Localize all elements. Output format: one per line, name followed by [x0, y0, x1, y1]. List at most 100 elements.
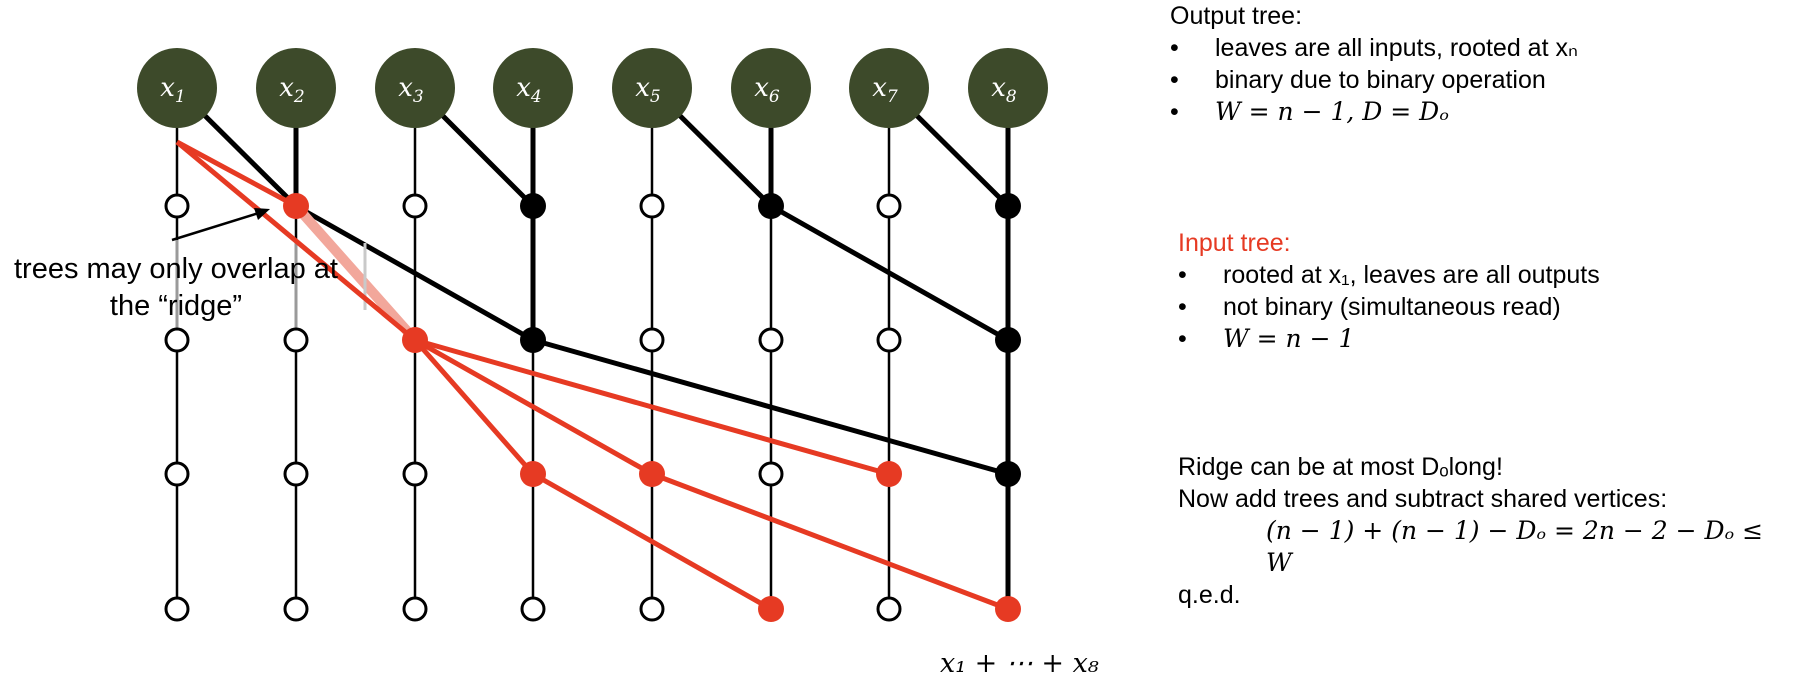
- input-bullet: • rooted at x₁, leaves are all outputs: [1178, 261, 1600, 289]
- input-node-subscript: 1: [175, 87, 186, 107]
- arrow-shaft: [171, 210, 263, 242]
- empty-node: [283, 461, 309, 487]
- output-tree-edge: [294, 203, 535, 343]
- input-node-circle: [731, 48, 811, 128]
- input-tree-edge: [175, 140, 417, 342]
- input-bullet-text: W = n − 1: [1223, 324, 1355, 353]
- input-bullet-text: not binary (simultaneous read): [1223, 293, 1561, 321]
- output-tree-panel: Output tree: • leaves are all inputs, roo…: [1170, 0, 1770, 128]
- empty-node: [164, 461, 190, 487]
- input-node: x8: [968, 48, 1048, 128]
- input-node: x5: [612, 48, 692, 128]
- output-bullet-text: leaves are all inputs, rooted at xₙ: [1215, 34, 1578, 62]
- output-tree-node: [995, 193, 1021, 219]
- input-node-label: x8: [991, 73, 1017, 107]
- input-node-circle: [849, 48, 929, 128]
- ridge-faded-edge: [291, 201, 420, 345]
- output-tree-node: [520, 193, 546, 219]
- input-bullet: • not binary (simultaneous read): [1178, 293, 1561, 321]
- input-tree-node: [283, 193, 309, 219]
- empty-node: [402, 596, 428, 622]
- input-tree-edge: [413, 337, 654, 477]
- input-tree-node: [520, 461, 546, 487]
- output-bullet: • W = n − 1, D = Dₒ: [1170, 97, 1449, 126]
- input-node: x7: [849, 48, 929, 128]
- input-node: x4: [493, 48, 573, 128]
- input-node: x1: [137, 48, 217, 128]
- input-tree-edges: [175, 139, 1009, 612]
- output-tree-edge: [769, 203, 1010, 343]
- input-node-subscript: 6: [769, 87, 780, 107]
- input-node-subscript: 8: [1006, 87, 1017, 107]
- ridge-equation: (n − 1) + (n − 1) − Dₒ = 2n − 2 − Dₒ ≤ W: [1266, 516, 1764, 577]
- empty-node: [402, 193, 428, 219]
- empty-node: [639, 327, 665, 353]
- empty-node: [758, 327, 784, 353]
- output-tree-node: [758, 193, 784, 219]
- overlap-annotation: trees may only overlap at the “ridge”: [14, 253, 338, 322]
- output-tree-node: [995, 327, 1021, 353]
- input-node-subscript: 5: [650, 87, 661, 107]
- input-tree-edge: [413, 338, 535, 476]
- grid-nodes: [164, 193, 1021, 622]
- output-tree-node: [520, 327, 546, 353]
- empty-node: [876, 596, 902, 622]
- input-node-subscript: 7: [887, 87, 898, 107]
- input-node-subscript: 3: [413, 87, 424, 107]
- input-tree-title: Input tree:: [1178, 229, 1291, 257]
- empty-node: [639, 596, 665, 622]
- input-tree-edge: [651, 471, 1009, 612]
- empty-node: [164, 193, 190, 219]
- ridge-line: Ridge can be at most Dₒlong!: [1178, 453, 1503, 481]
- input-tree-edge: [531, 471, 773, 612]
- input-node-circle: [968, 48, 1048, 128]
- input-tree-edge: [175, 139, 298, 209]
- input-tree-node: [876, 461, 902, 487]
- empty-node: [876, 327, 902, 353]
- input-tree-node: [639, 461, 665, 487]
- input-node-subscript: 2: [293, 87, 305, 107]
- output-tree-node: [995, 461, 1021, 487]
- arrow-head: [254, 208, 270, 220]
- ridge-line: Now add trees and subtract shared vertic…: [1178, 485, 1668, 513]
- ridge-panel: Ridge can be at most Dₒlong! Now add tre…: [1178, 451, 1788, 611]
- input-node: x3: [375, 48, 455, 128]
- input-nodes: x1 x2 x3 x4 x5 x6 x7 x8: [137, 48, 1048, 128]
- input-node-circle: [493, 48, 573, 128]
- empty-node: [283, 596, 309, 622]
- empty-node: [164, 596, 190, 622]
- empty-node: [876, 193, 902, 219]
- empty-node: [639, 193, 665, 219]
- input-node: x2: [256, 48, 336, 128]
- input-node-circle: [137, 48, 217, 128]
- input-bullet-text: rooted at x₁, leaves are all outputs: [1223, 261, 1600, 289]
- empty-node: [520, 596, 546, 622]
- empty-node: [164, 327, 190, 353]
- output-bullet-text: binary due to binary operation: [1215, 66, 1546, 94]
- output-bullet: • leaves are all inputs, rooted at xₙ: [1170, 34, 1578, 62]
- ridge-line: q.e.d.: [1178, 581, 1241, 609]
- input-node-circle: [256, 48, 336, 128]
- sum-label: x₁ + ⋯ + x₈: [940, 648, 1099, 679]
- empty-node: [758, 461, 784, 487]
- input-node-circle: [612, 48, 692, 128]
- output-tree-title: Output tree:: [1170, 2, 1303, 30]
- input-tree-panel: Input tree: • rooted at x₁, leaves are al…: [1178, 227, 1778, 355]
- annotation-arrow: [171, 208, 270, 242]
- input-tree-node: [995, 596, 1021, 622]
- input-tree-node: [402, 327, 428, 353]
- input-tree-bullets: • rooted at x₁, leaves are all outputs • n…: [1178, 259, 1778, 355]
- output-bullet-text: W = n − 1, D = Dₒ: [1215, 97, 1449, 126]
- output-bullet: • binary due to binary operation: [1170, 66, 1546, 94]
- empty-node: [402, 461, 428, 487]
- input-bullet: • W = n − 1: [1178, 324, 1355, 353]
- input-node: x6: [731, 48, 811, 128]
- input-tree-edge: [414, 337, 890, 477]
- input-tree-node: [758, 596, 784, 622]
- output-tree-bullets: • leaves are all inputs, rooted at xₙ • bi…: [1170, 32, 1770, 128]
- output-tree-edge: [532, 337, 1009, 477]
- input-node-circle: [375, 48, 455, 128]
- empty-node: [283, 327, 309, 353]
- input-node-subscript: 4: [530, 87, 542, 107]
